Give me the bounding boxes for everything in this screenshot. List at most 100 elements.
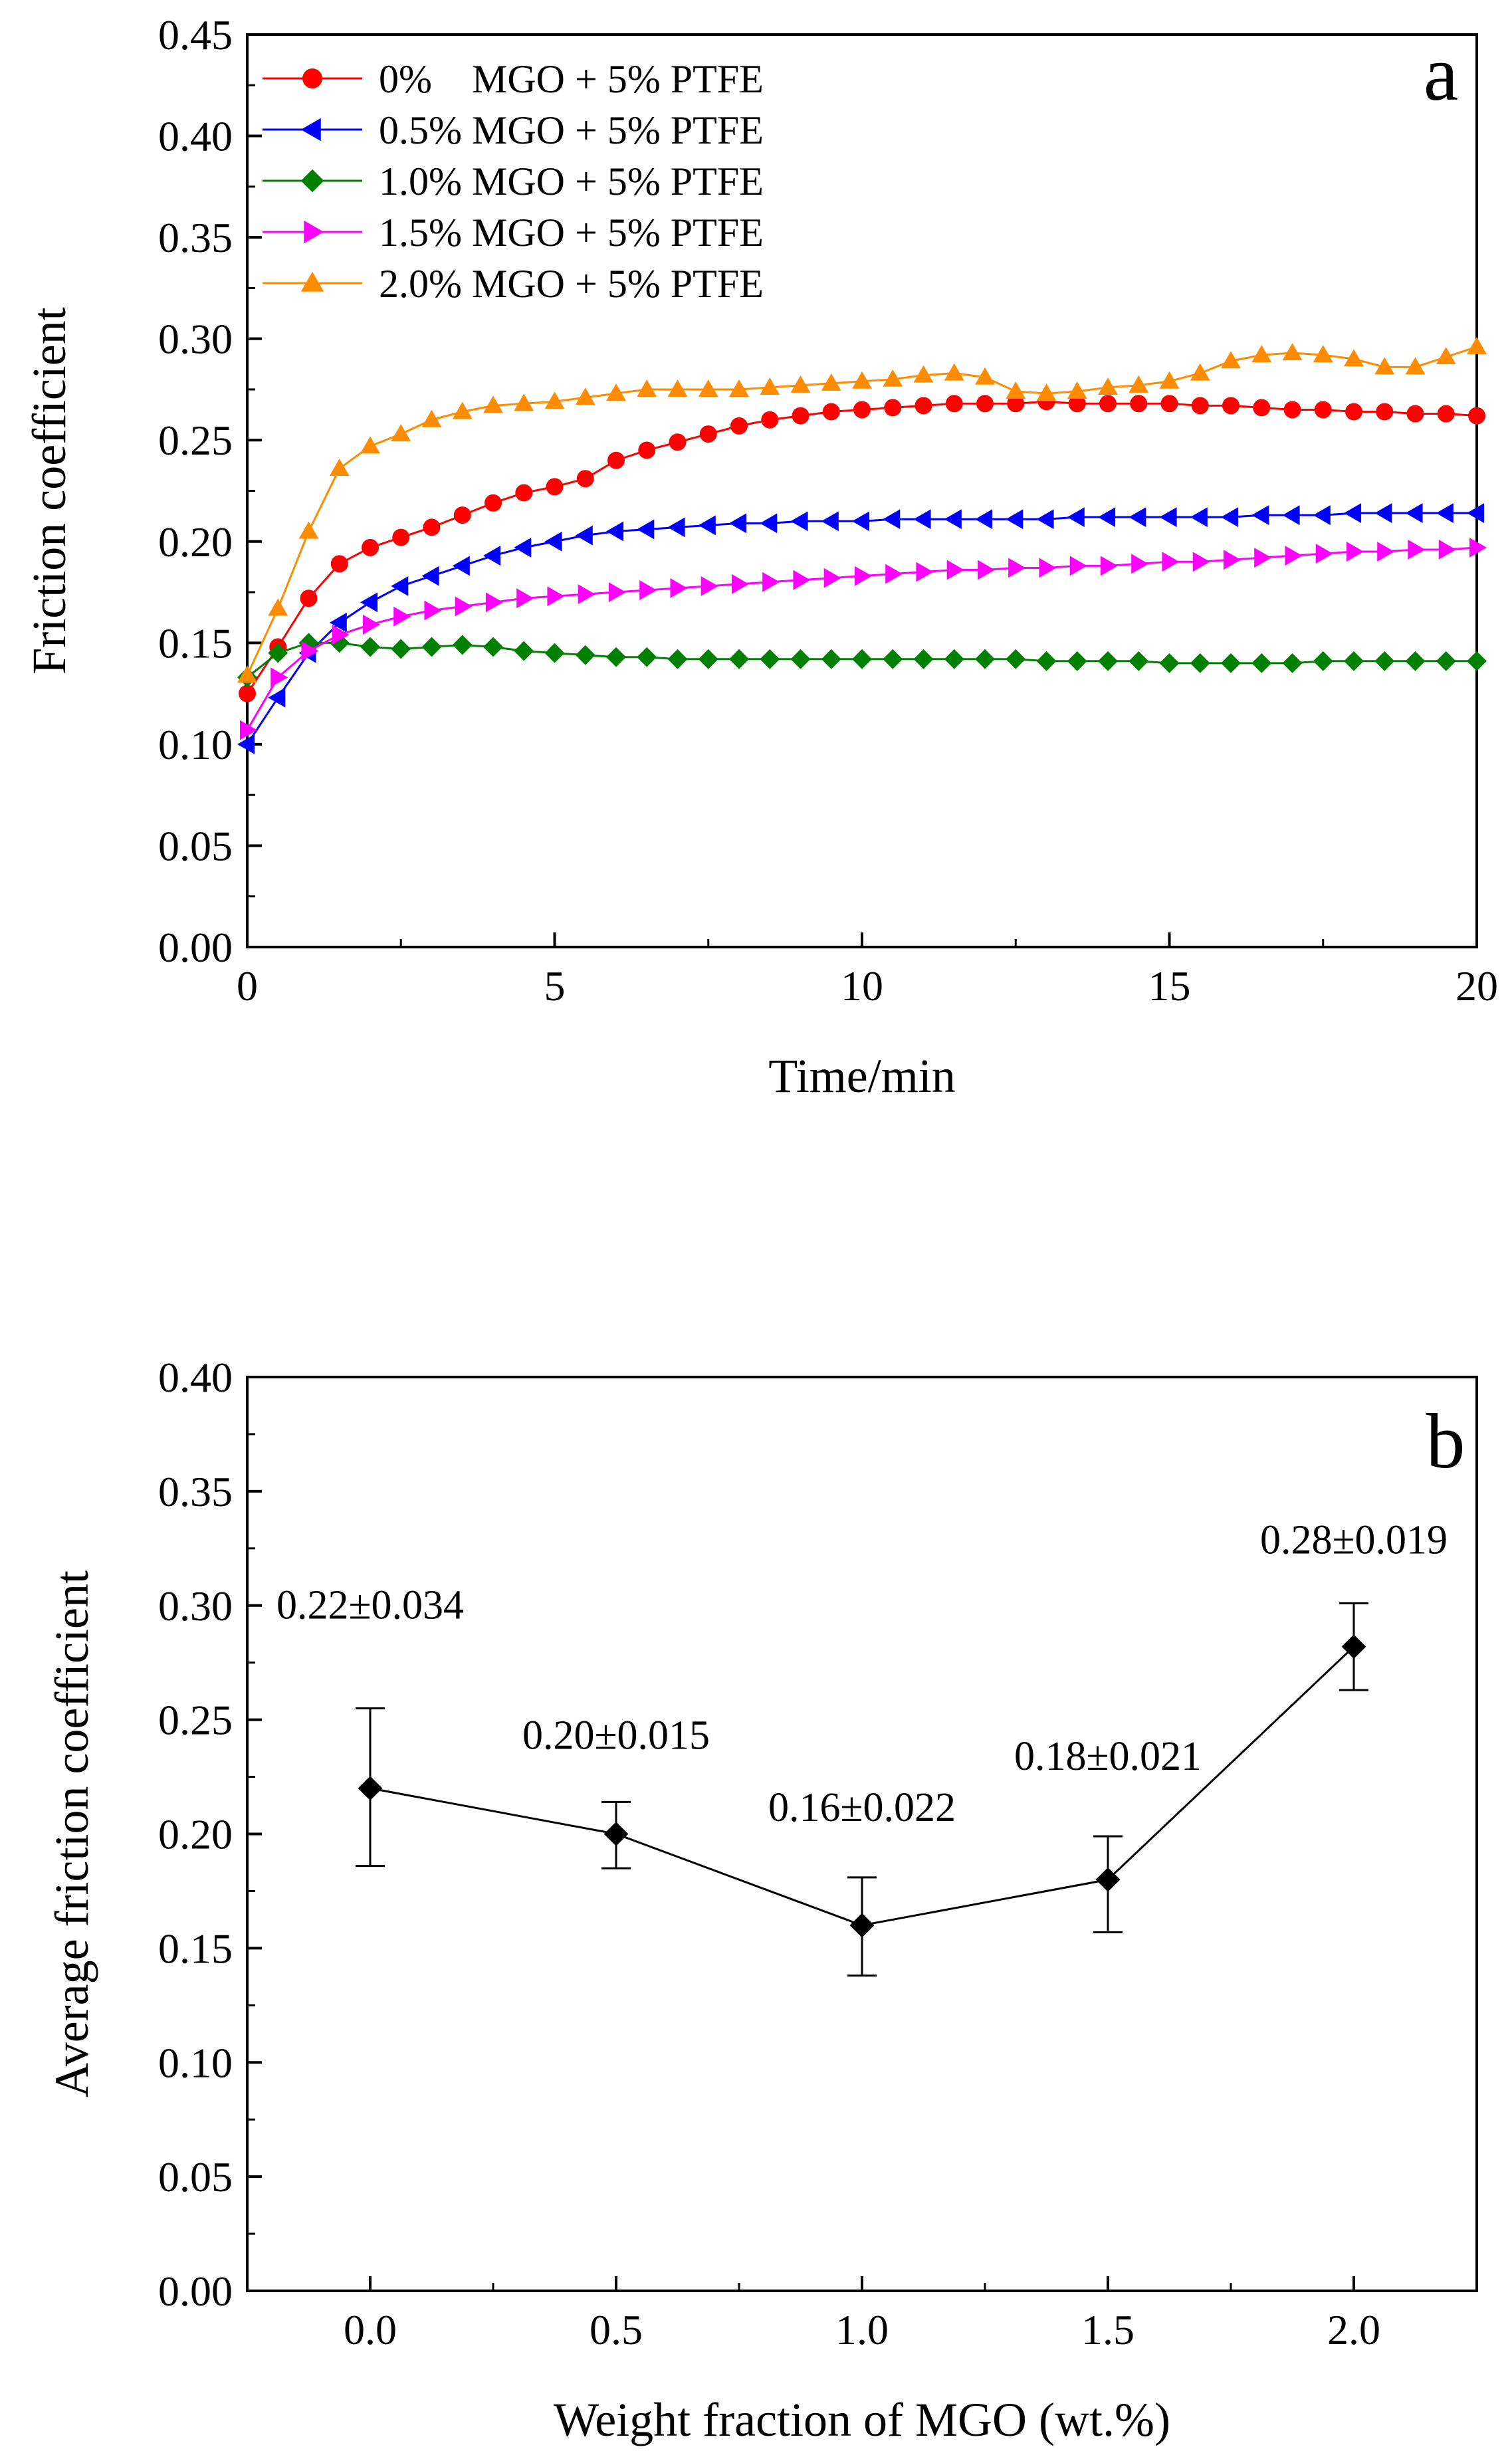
series-3-point (670, 578, 688, 598)
series-0-point (392, 528, 410, 546)
series-3-point (270, 667, 288, 688)
series-0-point (1253, 399, 1271, 417)
series-4-point (1313, 345, 1333, 363)
series-1-point (1344, 503, 1362, 524)
series-2-point (852, 649, 872, 669)
series-3 (239, 537, 1487, 740)
series-0-point (300, 589, 318, 607)
series-2-point (606, 647, 626, 667)
series-3-point (1408, 540, 1426, 560)
series-average: 0.22±0.034 0.20±0.015 0.16±0.022 0.18±0.021… (276, 1517, 1448, 1977)
series-3-point (1285, 546, 1303, 566)
series-1-point (421, 566, 439, 586)
series-0-point (945, 395, 963, 413)
y-tick-label: 0.10 (158, 721, 233, 768)
panel-label: a (1424, 30, 1458, 117)
y-tick-label: 0.30 (158, 316, 233, 363)
series-3-point (424, 600, 442, 621)
series-2-point (452, 635, 473, 655)
series-2-point (1067, 651, 1087, 671)
series-3-point (1192, 552, 1210, 572)
y-tick-label: 0.10 (158, 2039, 233, 2086)
series-4-point (1344, 349, 1364, 367)
y-tick-label: 0.30 (158, 1582, 233, 1630)
series-2-point (1436, 651, 1456, 671)
series-0-point (822, 403, 840, 421)
series-0-point (330, 555, 348, 573)
data-label: 0.16±0.022 (768, 1785, 956, 1830)
series-1-point (1067, 507, 1085, 528)
data-point (849, 1913, 875, 1938)
series-3-point (1346, 542, 1364, 562)
series-4-point (606, 383, 626, 401)
series-0-point (1068, 395, 1086, 413)
series-4-point (483, 395, 503, 413)
series-2-point (729, 649, 749, 669)
y-tick-label: 0.35 (158, 1468, 233, 1515)
data-label: 0.18±0.021 (1014, 1734, 1202, 1779)
series-2-point (483, 637, 503, 657)
data-point (603, 1822, 629, 1846)
series-1-point (360, 592, 378, 613)
series-1-point (575, 525, 593, 546)
series-3-point (239, 720, 257, 740)
series-3-point (578, 584, 595, 605)
series-1-point (1159, 507, 1177, 528)
series-3-point (547, 586, 565, 607)
legend-label-3: 1.5% MGO + 5% PTFE (379, 211, 764, 255)
x-tick-label: 1.0 (835, 2306, 889, 2353)
series-2-point (1098, 651, 1118, 671)
x-tick-label: 2.0 (1327, 2306, 1380, 2353)
series-1-point (237, 734, 255, 754)
series-3-point (639, 580, 657, 600)
series-1-point (329, 612, 347, 633)
x-tick-label: 1.5 (1081, 2306, 1134, 2353)
series-4-point (1006, 381, 1026, 399)
series-1-point (760, 513, 778, 534)
legend-marker-3 (304, 220, 324, 244)
series-4-point (514, 393, 534, 411)
series-4-point (913, 365, 934, 383)
series-2-point (391, 639, 411, 659)
series-4-point (790, 375, 811, 393)
series-1-point (821, 511, 839, 532)
series-1-point (606, 521, 624, 542)
series-0-point (1437, 405, 1455, 423)
plot-frame (246, 1376, 1478, 2292)
series-1-point (1221, 507, 1239, 528)
series-3-point (885, 564, 903, 584)
series-3-point (332, 625, 350, 645)
series-4-point (975, 367, 995, 385)
series-3-point (1131, 554, 1149, 574)
series-1-point (698, 515, 716, 536)
series-2-point (575, 645, 595, 665)
series-1-point (1467, 503, 1485, 524)
series-3-point (701, 576, 718, 596)
y-tick-label: 0.15 (158, 1925, 233, 1972)
y-tick-label: 0.25 (158, 1697, 233, 1744)
series-2-point (1129, 651, 1149, 671)
series-4-point (1282, 343, 1303, 361)
series-0-point (1222, 397, 1240, 415)
series-1-point (544, 531, 562, 552)
series-1-point (483, 546, 501, 566)
series-3-point (1315, 544, 1333, 564)
series-1-point (944, 509, 962, 530)
series-1-point (1374, 503, 1392, 524)
series-1-point (452, 556, 470, 576)
y-tick-label: 0.15 (158, 619, 233, 667)
panel-a: 0.00 0.05 0.10 0.15 0.20 0.25 0.30 0.35 0.40 0.45… (23, 11, 1498, 1103)
series-4-point (268, 598, 288, 616)
series-3-point (485, 592, 503, 613)
series-2-point (821, 649, 841, 669)
data-label: 0.28±0.019 (1260, 1517, 1448, 1562)
series-2-point (1221, 653, 1241, 673)
series-3-point (516, 588, 534, 609)
series-4-point (729, 379, 749, 397)
data-label: 0.20±0.015 (522, 1713, 710, 1758)
series-0-point (761, 411, 779, 429)
series-4-point (1190, 363, 1210, 381)
series-3-point (1254, 548, 1272, 568)
series-1-point (1405, 503, 1423, 524)
series-3-point (854, 566, 872, 586)
